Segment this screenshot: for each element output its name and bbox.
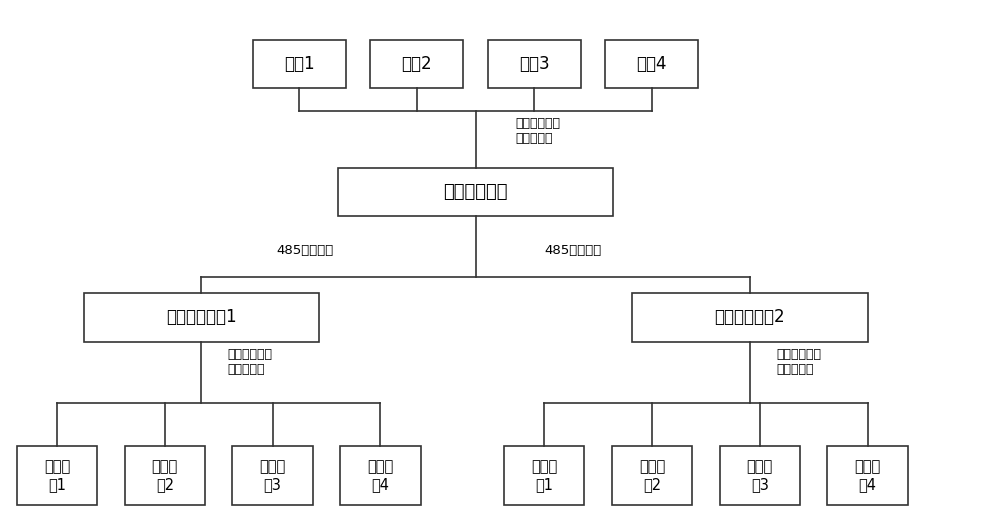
FancyBboxPatch shape (17, 446, 97, 505)
Text: 水泵控制终端2: 水泵控制终端2 (715, 309, 785, 326)
Text: 主机4: 主机4 (637, 55, 667, 73)
FancyBboxPatch shape (370, 40, 463, 88)
FancyBboxPatch shape (612, 446, 692, 505)
FancyBboxPatch shape (632, 293, 868, 341)
FancyBboxPatch shape (253, 40, 346, 88)
Text: 主机2: 主机2 (401, 55, 432, 73)
Text: 主机3: 主机3 (519, 55, 550, 73)
Text: 主机控制终端: 主机控制终端 (443, 183, 508, 201)
Text: 冷却水
泵1: 冷却水 泵1 (44, 460, 70, 492)
Text: 冷却水
泵4: 冷却水 泵4 (367, 460, 394, 492)
FancyBboxPatch shape (827, 446, 908, 505)
Text: 主机1: 主机1 (284, 55, 314, 73)
FancyBboxPatch shape (488, 40, 581, 88)
FancyBboxPatch shape (340, 446, 421, 505)
Text: 水泵控制终端1: 水泵控制终端1 (166, 309, 236, 326)
FancyBboxPatch shape (84, 293, 319, 341)
Text: 冷冻水
泵3: 冷冻水 泵3 (747, 460, 773, 492)
Text: 冷冻水
泵1: 冷冻水 泵1 (531, 460, 557, 492)
Text: 485级联通讯: 485级联通讯 (544, 244, 601, 257)
Text: 冷冻水
泵4: 冷冻水 泵4 (854, 460, 881, 492)
Text: 485级联通讯: 485级联通讯 (276, 244, 333, 257)
Text: 冷却水
泵2: 冷却水 泵2 (152, 460, 178, 492)
FancyBboxPatch shape (338, 168, 613, 216)
Text: 数据采样，控
制信号下发: 数据采样，控 制信号下发 (516, 116, 561, 145)
FancyBboxPatch shape (125, 446, 205, 505)
Text: 数据采样，控
制信号下发: 数据采样，控 制信号下发 (776, 348, 821, 376)
Text: 数据采样，控
制信号下发: 数据采样，控 制信号下发 (228, 348, 273, 376)
FancyBboxPatch shape (232, 446, 313, 505)
Text: 冷冻水
泵2: 冷冻水 泵2 (639, 460, 665, 492)
FancyBboxPatch shape (504, 446, 584, 505)
Text: 冷却水
泵3: 冷却水 泵3 (260, 460, 286, 492)
FancyBboxPatch shape (605, 40, 698, 88)
FancyBboxPatch shape (720, 446, 800, 505)
